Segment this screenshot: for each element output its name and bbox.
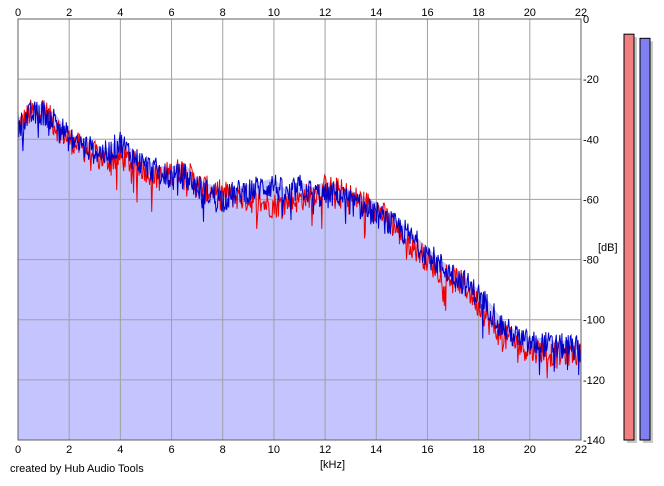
level-meter-2 — [639, 37, 651, 441]
y-tick-label: -60 — [583, 194, 599, 206]
credit-text: created by Hub Audio Tools — [10, 463, 144, 475]
x-tick-label-bottom: 4 — [117, 444, 123, 456]
x-tick-label-bottom: 0 — [15, 444, 21, 456]
x-tick-label-top: 10 — [268, 7, 280, 19]
x-tick-label-bottom: 20 — [524, 444, 536, 456]
x-tick-label-bottom: 2 — [66, 444, 72, 456]
y-tick-label: -40 — [583, 134, 599, 146]
y-tick-label: -120 — [583, 375, 605, 387]
plot-border — [17, 18, 582, 441]
y-axis-label: [dB] — [598, 242, 618, 254]
x-tick-label-top: 16 — [421, 7, 433, 19]
x-tick-label-top: 20 — [524, 7, 536, 19]
x-tick-label-top: 22 — [575, 7, 587, 19]
x-tick-label-top: 18 — [473, 7, 485, 19]
x-tick-label-bottom: 8 — [220, 444, 226, 456]
level-meters — [623, 33, 653, 444]
y-tick-label: -80 — [583, 255, 599, 267]
x-tick-label-top: 2 — [66, 7, 72, 19]
y-tick-label: 0 — [583, 14, 589, 26]
level-meter-1 — [623, 33, 635, 441]
y-tick-label: -100 — [583, 315, 605, 327]
x-axis-label: [kHz] — [320, 459, 345, 471]
spectrum-fill-area — [18, 103, 581, 440]
x-tick-label-bottom: 10 — [268, 444, 280, 456]
x-tick-label-bottom: 12 — [319, 444, 331, 456]
x-tick-label-top: 14 — [370, 7, 382, 19]
x-tick-label-top: 8 — [220, 7, 226, 19]
x-tick-label-bottom: 6 — [168, 444, 174, 456]
spectrum-line-2 — [17, 100, 582, 376]
x-tick-label-bottom: 16 — [421, 444, 433, 456]
x-tick-label-top: 12 — [319, 7, 331, 19]
x-tick-label-bottom: 22 — [575, 444, 587, 456]
x-tick-label-bottom: 14 — [370, 444, 382, 456]
x-tick-label-top: 4 — [117, 7, 123, 19]
x-tick-label-top: 6 — [168, 7, 174, 19]
y-tick-label: -140 — [583, 435, 605, 447]
y-tick-label: -20 — [583, 74, 599, 86]
x-tick-label-top: 0 — [15, 7, 21, 19]
x-tick-label-bottom: 18 — [473, 444, 485, 456]
